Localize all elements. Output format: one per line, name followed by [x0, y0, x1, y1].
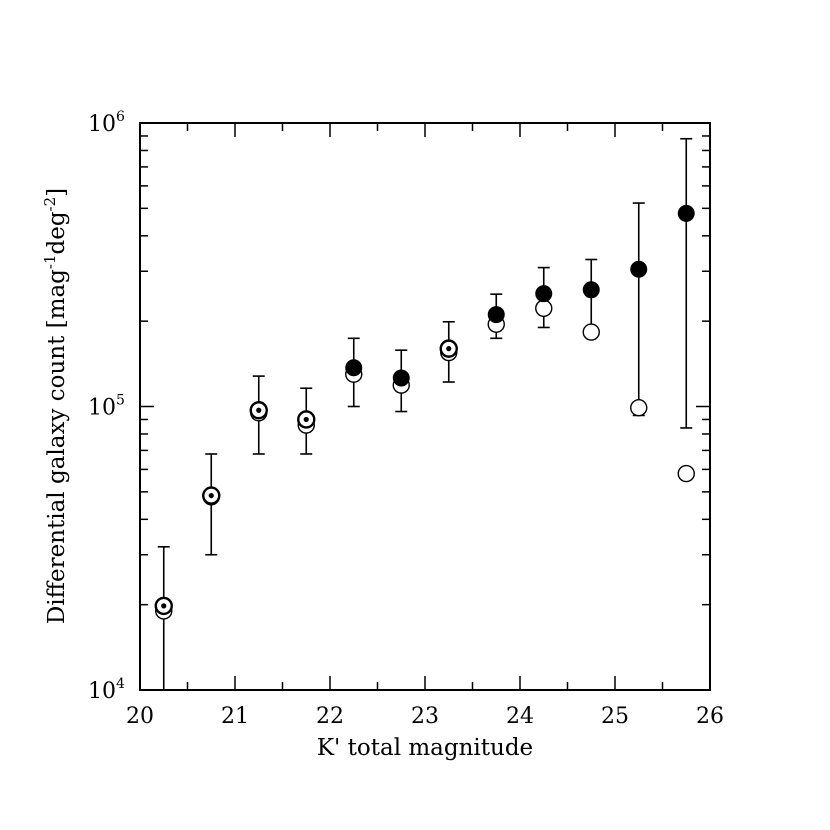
- y-axis-title-close: ]: [44, 188, 70, 197]
- x-tick-label: 24: [506, 704, 534, 729]
- open-circle-point: [630, 399, 648, 417]
- x-tick-labels: 20 21 22 23 24 25 26: [126, 704, 724, 729]
- y-tick-label-base: 10: [88, 679, 116, 704]
- corrected-point-center: [161, 603, 167, 609]
- corrected-point-center: [303, 416, 309, 423]
- corrected-point-center: [256, 407, 262, 413]
- x-tick-label: 25: [601, 704, 629, 729]
- y-axis-title-exp1: -1: [41, 254, 59, 269]
- y-tick-label-exponent: 5: [116, 393, 125, 409]
- filled-circle-point: [677, 204, 695, 222]
- open-circle-point: [582, 323, 600, 341]
- corrected-point-center: [208, 492, 214, 499]
- x-tick-label: 26: [696, 704, 724, 729]
- y-tick-label-base: 10: [88, 396, 116, 421]
- filled-circle-point: [392, 369, 410, 387]
- x-tick-label: 23: [411, 704, 439, 729]
- x-tick-label: 20: [126, 704, 154, 729]
- open-circle-point: [535, 299, 553, 318]
- y-axis-title-unit: deg: [44, 211, 70, 254]
- y-tick-label: 104: [88, 676, 125, 704]
- y-tick-label-base: 10: [88, 112, 116, 137]
- x-axis-title: K' total magnitude: [317, 735, 533, 761]
- y-tick-label: 105: [88, 393, 125, 421]
- data-points: [154, 204, 695, 620]
- filled-circle-point: [487, 306, 505, 324]
- y-tick-label-exponent: 4: [116, 676, 125, 692]
- filled-circle-point: [582, 281, 600, 299]
- x-tick-label: 21: [221, 704, 249, 729]
- axis-ticks: [139, 122, 711, 691]
- plot-frame: [139, 122, 711, 691]
- y-axis-title-main: Differential galaxy count [mag: [44, 269, 70, 624]
- filled-circle-point: [535, 285, 553, 303]
- y-axis-title-exp2: -2: [41, 197, 59, 212]
- x-tick-label: 22: [316, 704, 344, 729]
- y-tick-label-exponent: 6: [116, 109, 125, 125]
- open-circle-point: [677, 464, 695, 483]
- filled-circle-point: [345, 359, 363, 377]
- corrected-point-center: [446, 346, 452, 352]
- filled-circle-point: [630, 260, 648, 278]
- y-axis-title: Differential galaxy count [mag-1deg-2]: [41, 188, 70, 624]
- y-tick-label: 106: [88, 109, 125, 137]
- error-bars: [157, 137, 693, 690]
